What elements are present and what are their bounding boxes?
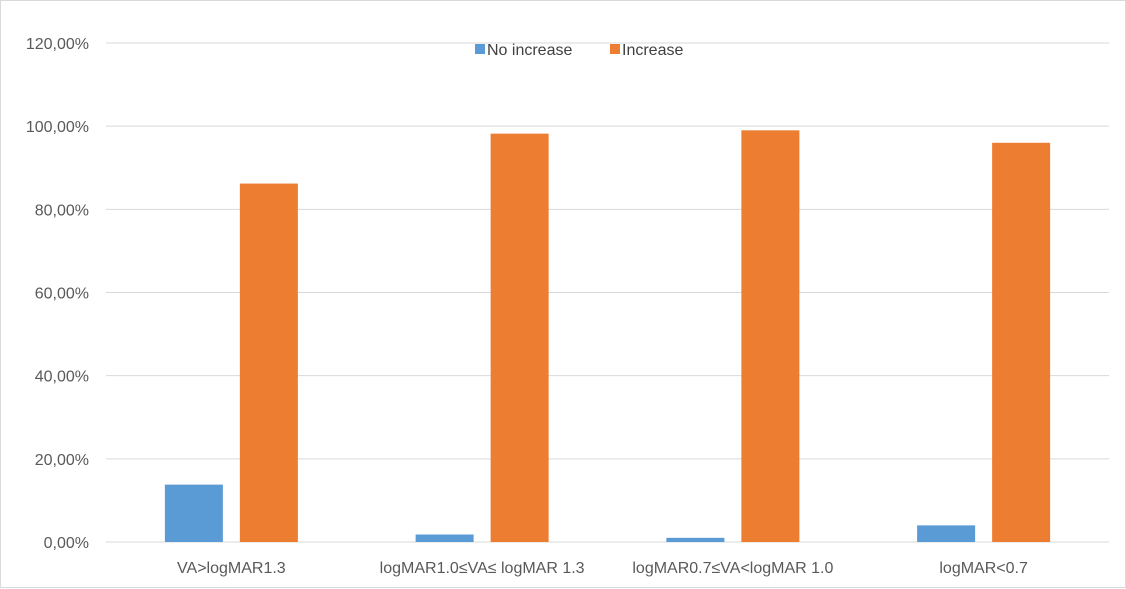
x-tick-label: logMAR0.7≤VA<logMAR 1.0 [632, 560, 833, 577]
bar-increase-3 [992, 142, 1051, 543]
y-tick-label: 60,00% [35, 286, 89, 303]
y-tick-label: 20,00% [35, 452, 89, 469]
legend: No increase Increase [475, 42, 683, 59]
legend-swatch-0 [475, 44, 485, 54]
y-tick-label: 40,00% [35, 369, 89, 386]
x-tick-label: logMAR1.0≤VA≤ logMAR 1.3 [380, 560, 585, 577]
bar-increase-0 [239, 183, 298, 542]
bar-increase-1 [490, 133, 549, 542]
bar-no-increase-0 [164, 484, 223, 542]
bar-no-increase-3 [917, 525, 976, 542]
y-axis-tick-labels: 0,00% 20,00% 40,00% 60,00% 80,00% 100,00% 120,… [26, 36, 89, 552]
y-tick-label: 0,00% [44, 535, 89, 552]
x-tick-label: logMAR<0.7 [939, 560, 1028, 577]
legend-swatch-1 [610, 44, 620, 54]
x-tick-label: VA>logMAR1.3 [177, 560, 286, 577]
y-tick-label: 120,00% [26, 36, 89, 53]
bar-no-increase-1 [415, 534, 474, 542]
bar-no-increase-2 [666, 537, 725, 542]
legend-label-1: Increase [622, 42, 683, 59]
legend-label-0: No increase [487, 42, 572, 59]
bar-increase-2 [741, 130, 800, 542]
bars [164, 130, 1051, 543]
y-tick-label: 100,00% [26, 119, 89, 136]
x-axis-tick-labels: VA>logMAR1.3 logMAR1.0≤VA≤ logMAR 1.3 logM… [177, 560, 1028, 577]
y-tick-label: 80,00% [35, 202, 89, 219]
